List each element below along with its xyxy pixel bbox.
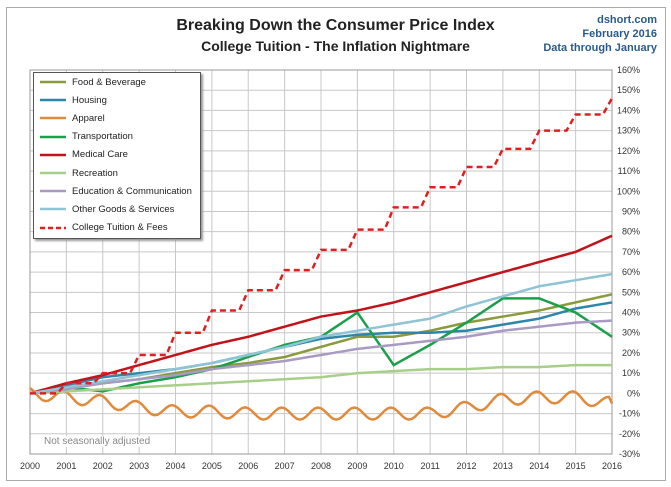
y-tick-label: 110% — [618, 166, 640, 176]
chart-subtitle: College Tuition - The Inflation Nightmar… — [201, 38, 470, 54]
y-tick-label: 150% — [617, 85, 640, 95]
y-tick-label: -20% — [619, 429, 640, 439]
series-line-college-tuition-fees — [30, 97, 614, 395]
y-tick-label: -30% — [619, 449, 640, 459]
x-tick-label: 2010 — [384, 461, 404, 471]
series-line-other-goods-services — [29, 272, 613, 395]
legend-swatch — [40, 117, 66, 120]
x-tick-label: 2011 — [420, 461, 439, 471]
y-tick-label: 10% — [622, 368, 640, 378]
legend-swatch — [40, 171, 66, 175]
legend-item: Education & Communication — [34, 182, 200, 200]
chart-title: Breaking Down the Consumer Price Index — [176, 17, 495, 34]
legend-item: Recreation — [34, 164, 200, 182]
y-tick-label: 60% — [622, 267, 640, 277]
y-tick-label: 120% — [617, 146, 640, 156]
x-tick-label: 2006 — [238, 461, 258, 471]
legend-label: Apparel — [72, 112, 105, 124]
x-tick-label: 2008 — [311, 461, 331, 471]
x-tick-label: 2001 — [56, 461, 76, 471]
y-tick-label: 130% — [617, 126, 640, 136]
legend-item: Food & Beverage — [34, 73, 200, 91]
y-tick-label: 90% — [622, 206, 640, 216]
legend-swatch — [40, 153, 66, 157]
x-tick-label: 2005 — [202, 461, 222, 471]
x-tick-label: 2003 — [129, 461, 149, 471]
x-tick-label: 2016 — [602, 461, 622, 471]
legend-item: Housing — [34, 91, 200, 109]
y-tick-label: 160% — [617, 65, 640, 75]
series-line-apparel — [29, 387, 614, 421]
legend-swatch — [40, 99, 66, 102]
y-tick-label: 70% — [622, 247, 640, 257]
series-line-education-communication — [29, 319, 613, 395]
legend-label: Transportation — [72, 131, 133, 143]
legend-swatch — [40, 189, 66, 193]
x-tick-label: 2007 — [275, 461, 295, 471]
y-tick-label: 30% — [622, 328, 640, 338]
legend: Food & Beverage Housing Apparel Transportat… — [33, 72, 201, 239]
legend-item: Transportation — [34, 128, 200, 146]
legend-item: College Tuition & Fees — [34, 219, 200, 237]
x-tick-label: 2014 — [529, 461, 549, 471]
series-line-medical-care — [29, 234, 613, 395]
y-tick-label: 80% — [622, 227, 640, 237]
y-tick-label: 0% — [627, 388, 640, 398]
y-tick-label: 50% — [622, 287, 640, 297]
legend-swatch — [40, 226, 66, 229]
x-tick-label: 2004 — [165, 461, 185, 471]
chart-frame — [6, 7, 666, 481]
legend-item: Other Goods & Services — [34, 200, 200, 218]
legend-label: Other Goods & Services — [72, 203, 175, 215]
series-line-recreation — [29, 363, 612, 395]
legend-label: College Tuition & Fees — [72, 222, 168, 234]
y-tick-label: 40% — [622, 308, 640, 318]
source-label: dshort.com — [597, 14, 657, 26]
legend-item: Medical Care — [34, 146, 200, 164]
legend-swatch — [40, 208, 66, 211]
x-tick-label: 2015 — [566, 461, 586, 471]
x-tick-label: 2009 — [347, 461, 367, 471]
y-tick-label: 20% — [622, 348, 640, 358]
legend-swatch — [40, 80, 66, 84]
series-line-housing — [29, 301, 613, 395]
y-tick-label: 100% — [617, 186, 640, 196]
seasonal-note: Not seasonally adjusted — [40, 436, 155, 447]
legend-label: Recreation — [72, 167, 118, 179]
x-tick-label: 2002 — [93, 461, 113, 471]
legend-label: Food & Beverage — [72, 76, 146, 88]
x-tick-label: 2013 — [493, 461, 513, 471]
plot-border — [29, 69, 613, 455]
legend-label: Education & Communication — [72, 185, 192, 197]
date-label: February 2016 — [582, 28, 657, 40]
y-tick-label: -10% — [619, 409, 640, 419]
legend-label: Housing — [72, 94, 107, 106]
legend-item: Apparel — [34, 109, 200, 127]
x-tick-label: 2012 — [456, 461, 476, 471]
y-tick-label: 140% — [617, 105, 640, 115]
legend-swatch — [40, 135, 66, 138]
data-note: Data through January — [543, 42, 657, 54]
legend-label: Medical Care — [72, 149, 128, 161]
x-tick-label: 2000 — [20, 461, 40, 471]
